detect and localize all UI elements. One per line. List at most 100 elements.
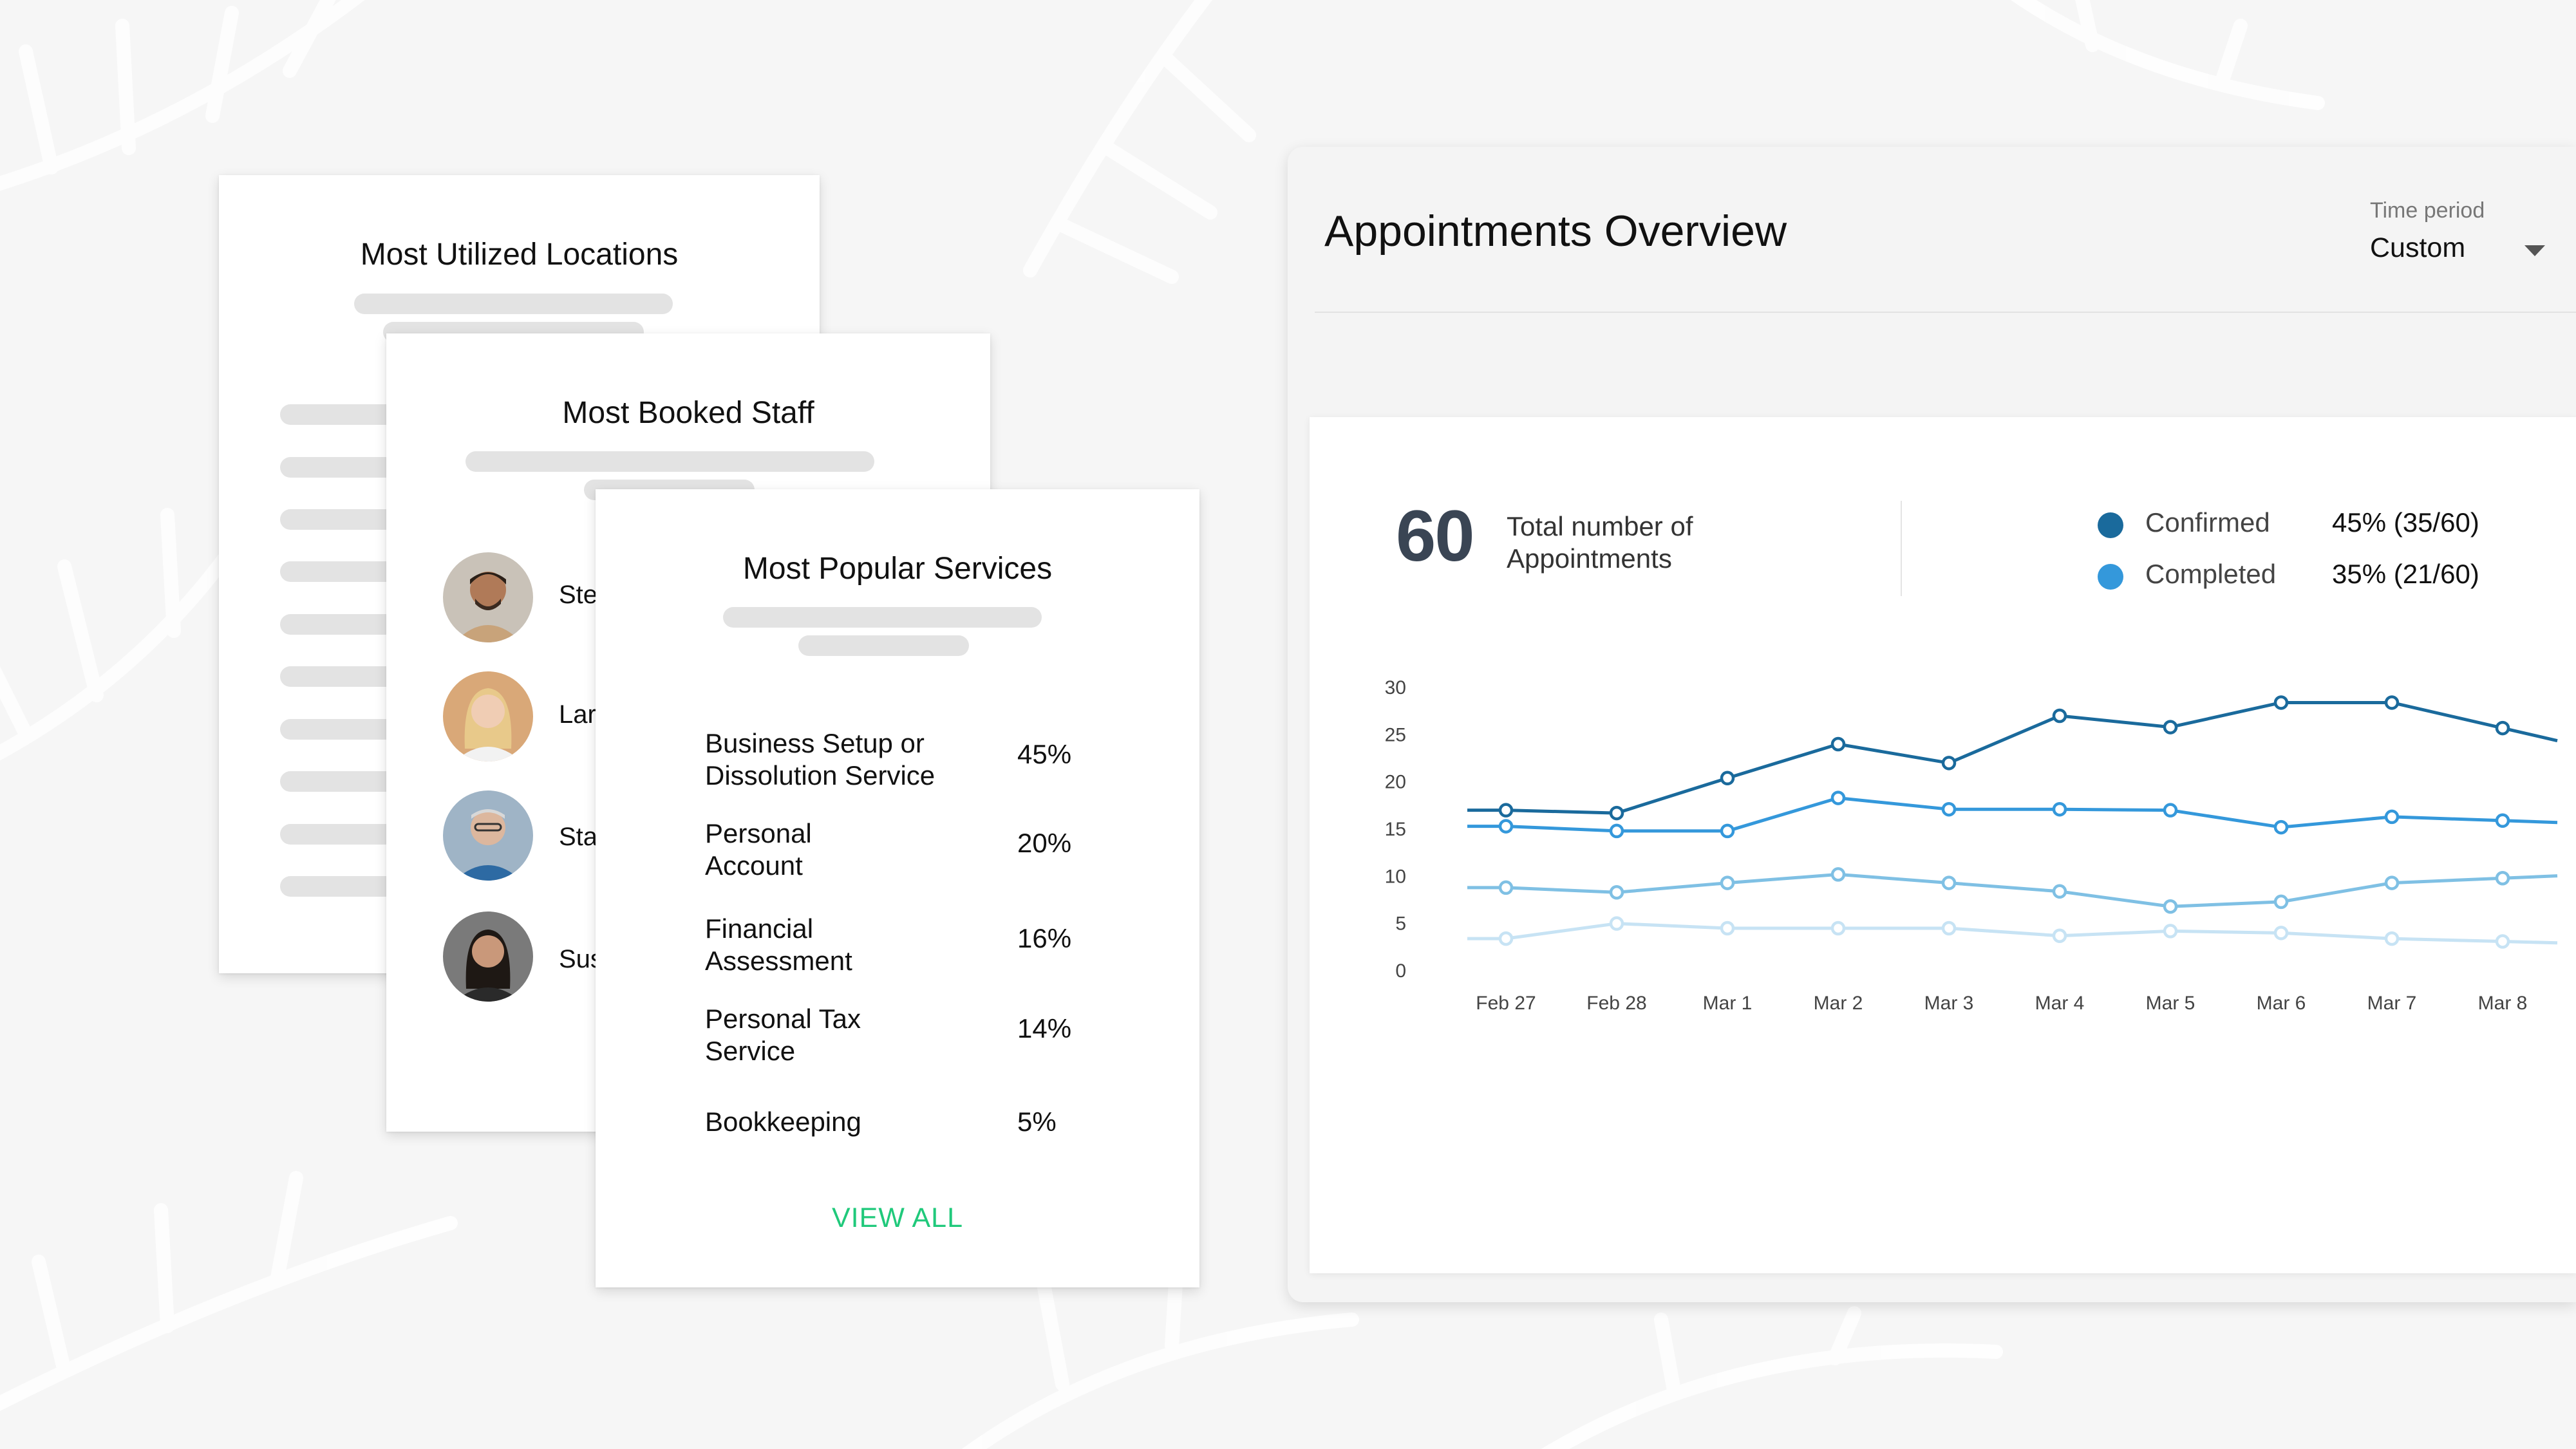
data-point-3 (1720, 921, 1735, 936)
legend-value-confirmed: 45% (35/60) (2332, 507, 2479, 538)
y-tick-label: 0 (1395, 960, 1406, 982)
data-point-2 (1498, 880, 1514, 895)
data-point-0 (2384, 695, 2400, 710)
staff-name: Sta (559, 823, 598, 851)
data-point-2 (1830, 867, 1846, 882)
service-percent: 45% (1017, 739, 1072, 769)
service-name: Financial Assessment (705, 913, 852, 976)
data-point-3 (1941, 921, 1957, 936)
series-line-3 (1467, 922, 2558, 945)
data-point-2 (2052, 884, 2067, 899)
service-percent: 14% (1017, 1013, 1072, 1043)
time-period-select[interactable]: Custom (2370, 232, 2563, 277)
time-period-value: Custom (2370, 232, 2466, 263)
data-point-2 (1609, 885, 1624, 900)
y-tick-label: 15 (1385, 819, 1406, 840)
staff-name: Ste (559, 581, 598, 609)
data-point-0 (2163, 720, 2178, 734)
series-line-1 (1467, 796, 2558, 833)
data-point-1 (1830, 790, 1846, 805)
service-percent: 20% (1017, 828, 1072, 858)
staff-avatar (443, 552, 533, 642)
staff-name: Lar (559, 700, 596, 729)
service-percent: 16% (1017, 923, 1072, 953)
y-tick-label: 20 (1385, 772, 1406, 793)
services-card-title: Most Popular Services (742, 552, 1053, 586)
data-point-3 (2163, 924, 2178, 939)
data-point-2 (2273, 894, 2289, 910)
y-tick-label: 5 (1395, 913, 1406, 935)
data-point-1 (2495, 813, 2510, 828)
data-point-1 (2052, 801, 2067, 817)
locations-card-title: Most Utilized Locations (360, 238, 679, 272)
legend-label-completed: Completed (2145, 559, 2277, 589)
data-point-1 (1498, 819, 1514, 834)
x-tick-label: Feb 28 (1586, 993, 1646, 1014)
data-point-0 (1609, 805, 1624, 821)
x-tick-label: Mar 7 (2367, 993, 2417, 1014)
data-point-1 (1720, 823, 1735, 839)
skeleton-line (465, 451, 874, 472)
data-point-2 (1720, 875, 1735, 890)
y-tick-label: 30 (1385, 677, 1406, 698)
data-point-1 (2273, 819, 2289, 835)
data-point-1 (1609, 823, 1624, 839)
data-point-2 (2384, 875, 2400, 890)
staff-avatar (443, 790, 533, 881)
staff-avatar (443, 671, 533, 762)
data-point-0 (2052, 708, 2067, 724)
skeleton-line (723, 607, 1042, 628)
x-tick-label: Mar 4 (2035, 993, 2085, 1014)
data-point-1 (2384, 809, 2400, 825)
total-appointments-label: Total number of Appointments (1507, 511, 1693, 574)
y-tick-label: 10 (1385, 866, 1406, 887)
skeleton-line (798, 635, 969, 656)
data-point-3 (1609, 916, 1624, 931)
dropdown-arrow-icon (2524, 245, 2545, 256)
x-tick-label: Feb 27 (1476, 993, 1536, 1014)
service-name: Personal Account (705, 818, 812, 881)
service-name: Business Setup or Dissolution Service (705, 728, 935, 790)
service-percent: 5% (1017, 1107, 1057, 1137)
vertical-divider (1901, 501, 1902, 596)
skeleton-line (354, 294, 673, 314)
overview-title: Appointments Overview (1324, 207, 1787, 256)
data-point-3 (2273, 926, 2289, 940)
total-appointments-value: 60 (1396, 496, 1475, 576)
x-tick-label: Mar 6 (2257, 993, 2306, 1014)
appointments-line-chart: 0 5 10 15 20 25 30 Feb 27 Feb 28 Mar 1 Mar 2 Mar 3 M… (1385, 677, 2558, 1014)
legend-label-confirmed: Confirmed (2145, 507, 2270, 538)
x-tick-label: Mar 3 (1924, 993, 1974, 1014)
view-all-link[interactable]: VIEW ALL (832, 1202, 963, 1233)
x-tick-label: Mar 8 (2478, 993, 2528, 1014)
data-point-2 (2495, 871, 2510, 886)
x-tick-label: Mar 2 (1814, 993, 1863, 1014)
time-period-label: Time period (2370, 198, 2485, 223)
data-point-2 (2163, 899, 2178, 914)
appointments-overview-panel: Appointments Overview Time period Custom… (1288, 147, 2576, 1302)
data-point-3 (1830, 921, 1846, 936)
series-line-0 (1467, 700, 2558, 815)
series-line-2 (1467, 872, 2558, 908)
x-tick-label: Mar 5 (2146, 993, 2195, 1014)
divider (1315, 312, 2576, 313)
legend-value-completed: 35% (21/60) (2332, 559, 2479, 589)
service-name: Personal Tax Service (705, 1004, 861, 1066)
data-point-0 (2273, 695, 2289, 710)
data-point-1 (1941, 801, 1957, 817)
staff-avatar (443, 911, 533, 1002)
most-popular-services-card: Most Popular Services Business Setup or … (596, 489, 1199, 1287)
data-point-0 (1720, 771, 1735, 786)
data-point-3 (2052, 928, 2067, 943)
data-point-0 (2495, 720, 2510, 736)
data-point-0 (1498, 803, 1514, 818)
data-point-3 (1498, 931, 1514, 946)
data-point-1 (2163, 803, 2178, 818)
data-point-3 (2495, 934, 2510, 949)
staff-card-title: Most Booked Staff (562, 396, 814, 430)
data-point-0 (1830, 736, 1846, 752)
legend-dot-completed (2098, 564, 2123, 590)
y-tick-label: 25 (1385, 724, 1406, 745)
legend-dot-confirmed (2098, 512, 2123, 538)
